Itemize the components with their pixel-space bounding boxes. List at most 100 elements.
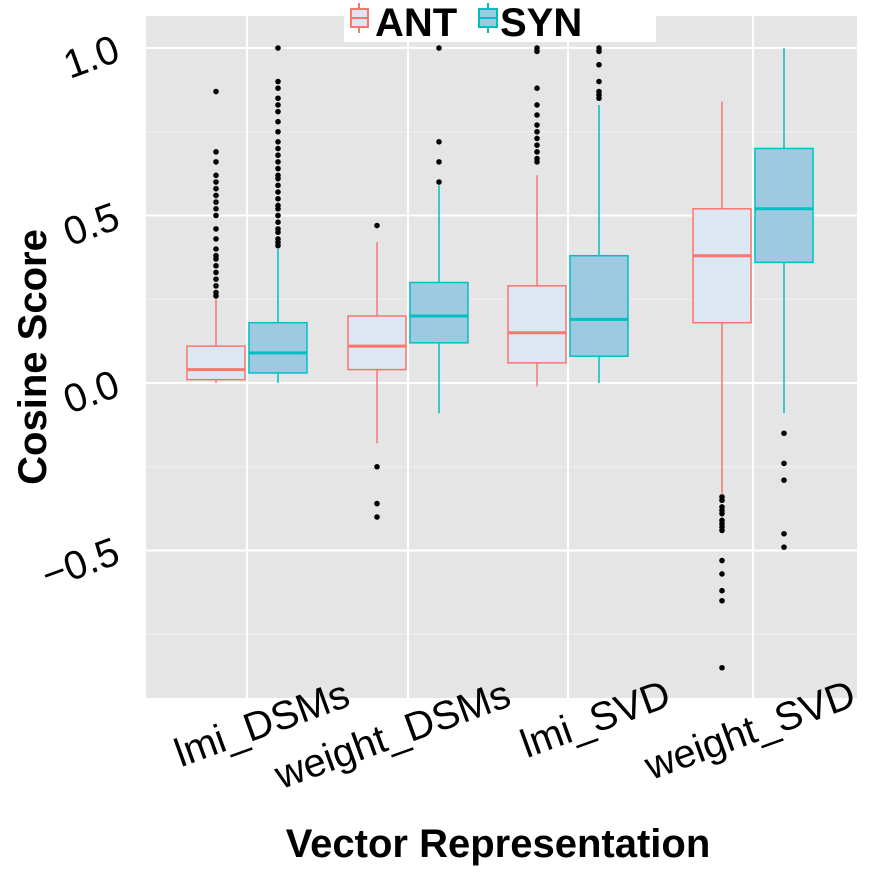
box-iqr <box>248 321 308 374</box>
outlier-point <box>719 557 725 564</box>
legend-label-ant: ANT <box>375 1 457 45</box>
outlier-point <box>213 192 219 199</box>
outlier-point <box>213 149 219 155</box>
outlier-point <box>781 530 787 537</box>
box-syn-lmi_SVD <box>569 45 629 383</box>
outlier-point <box>275 212 281 219</box>
outlier-point <box>719 587 725 594</box>
outlier-point <box>275 102 281 108</box>
outlier-point <box>534 45 540 51</box>
outlier-point <box>213 262 219 269</box>
y-axis-title: Cosine Score <box>11 229 55 485</box>
outlier-point <box>436 139 442 145</box>
outlier-point <box>213 88 219 95</box>
legend-key-syn <box>478 3 498 33</box>
outlier-point <box>534 112 540 118</box>
outlier-point <box>213 159 219 165</box>
outlier-point <box>213 199 219 205</box>
outlier-point <box>213 246 219 252</box>
outlier-point <box>213 283 219 289</box>
outlier-point <box>436 45 442 51</box>
outlier-point <box>534 102 540 108</box>
outlier-point <box>436 179 442 185</box>
outlier-point <box>213 206 219 212</box>
legend-label-syn: SYN <box>500 1 582 45</box>
outlier-point <box>275 118 281 125</box>
outlier-point <box>719 497 725 504</box>
outlier-point <box>275 108 281 115</box>
outlier-point <box>213 269 219 276</box>
legend: ANT SYN <box>344 0 656 45</box>
outlier-point <box>534 142 540 148</box>
outlier-point <box>275 226 281 232</box>
outlier-point <box>534 85 540 91</box>
box-ant-lmi_SVD <box>507 45 567 387</box>
outlier-point <box>719 571 725 577</box>
outlier-point <box>213 252 219 259</box>
outlier-point <box>275 182 281 189</box>
outlier-point <box>213 226 219 232</box>
outlier-point <box>534 122 540 128</box>
box-iqr <box>186 345 246 381</box>
box-iqr <box>409 281 469 344</box>
outlier-point <box>374 500 380 507</box>
box-syn-weight_DSMs <box>409 45 469 414</box>
box-iqr <box>692 208 752 324</box>
box-ant-weight_DSMs <box>347 222 407 520</box>
outlier-point <box>275 172 281 179</box>
outlier-point <box>275 195 281 202</box>
box-iqr <box>347 315 407 371</box>
outlier-point <box>275 219 281 225</box>
outlier-point <box>719 527 725 534</box>
outlier-point <box>213 179 219 185</box>
outlier-point <box>596 45 602 51</box>
outlier-point <box>275 165 281 172</box>
outlier-point <box>534 135 540 142</box>
outlier-point <box>275 202 281 209</box>
outlier-point <box>596 78 602 85</box>
outlier-point <box>596 88 602 95</box>
outlier-point <box>374 222 380 229</box>
y-tick-label: 1.0 <box>58 27 125 87</box>
outlier-point <box>436 159 442 165</box>
outlier-point <box>719 510 725 517</box>
outlier-point <box>275 139 281 145</box>
y-tick-label: 0.5 <box>58 195 125 255</box>
outlier-point <box>275 85 281 91</box>
outlier-point <box>781 430 787 437</box>
outlier-point <box>275 159 281 165</box>
y-tick-label: 0.0 <box>58 362 125 422</box>
legend-key-ant <box>350 3 369 33</box>
legend-background <box>344 0 656 42</box>
box-iqr <box>754 147 814 264</box>
outlier-point <box>213 289 219 296</box>
outlier-point <box>534 149 540 155</box>
outlier-point <box>374 463 380 470</box>
box-layer <box>186 45 814 671</box>
outlier-point <box>781 460 787 467</box>
outlier-point <box>719 664 725 671</box>
box-iqr <box>569 254 629 357</box>
box-syn-weight_SVD <box>754 48 814 550</box>
box-ant-lmi_DSMs <box>186 88 246 383</box>
box-iqr <box>507 285 567 364</box>
outlier-point <box>275 45 281 51</box>
outlier-point <box>213 276 219 282</box>
outlier-point <box>534 128 540 135</box>
outlier-point <box>275 78 281 85</box>
box-ant-weight_SVD <box>692 101 752 671</box>
outlier-point <box>719 597 725 604</box>
box-syn-lmi_DSMs <box>248 45 308 383</box>
outlier-point <box>275 189 281 195</box>
outlier-point <box>275 152 281 158</box>
outlier-point <box>213 185 219 192</box>
outlier-point <box>213 212 219 219</box>
outlier-point <box>781 544 787 550</box>
outlier-point <box>275 95 281 102</box>
outlier-point <box>213 172 219 179</box>
outlier-point <box>213 236 219 242</box>
outlier-point <box>275 128 281 135</box>
outlier-point <box>275 236 281 242</box>
outlier-point <box>781 477 787 483</box>
